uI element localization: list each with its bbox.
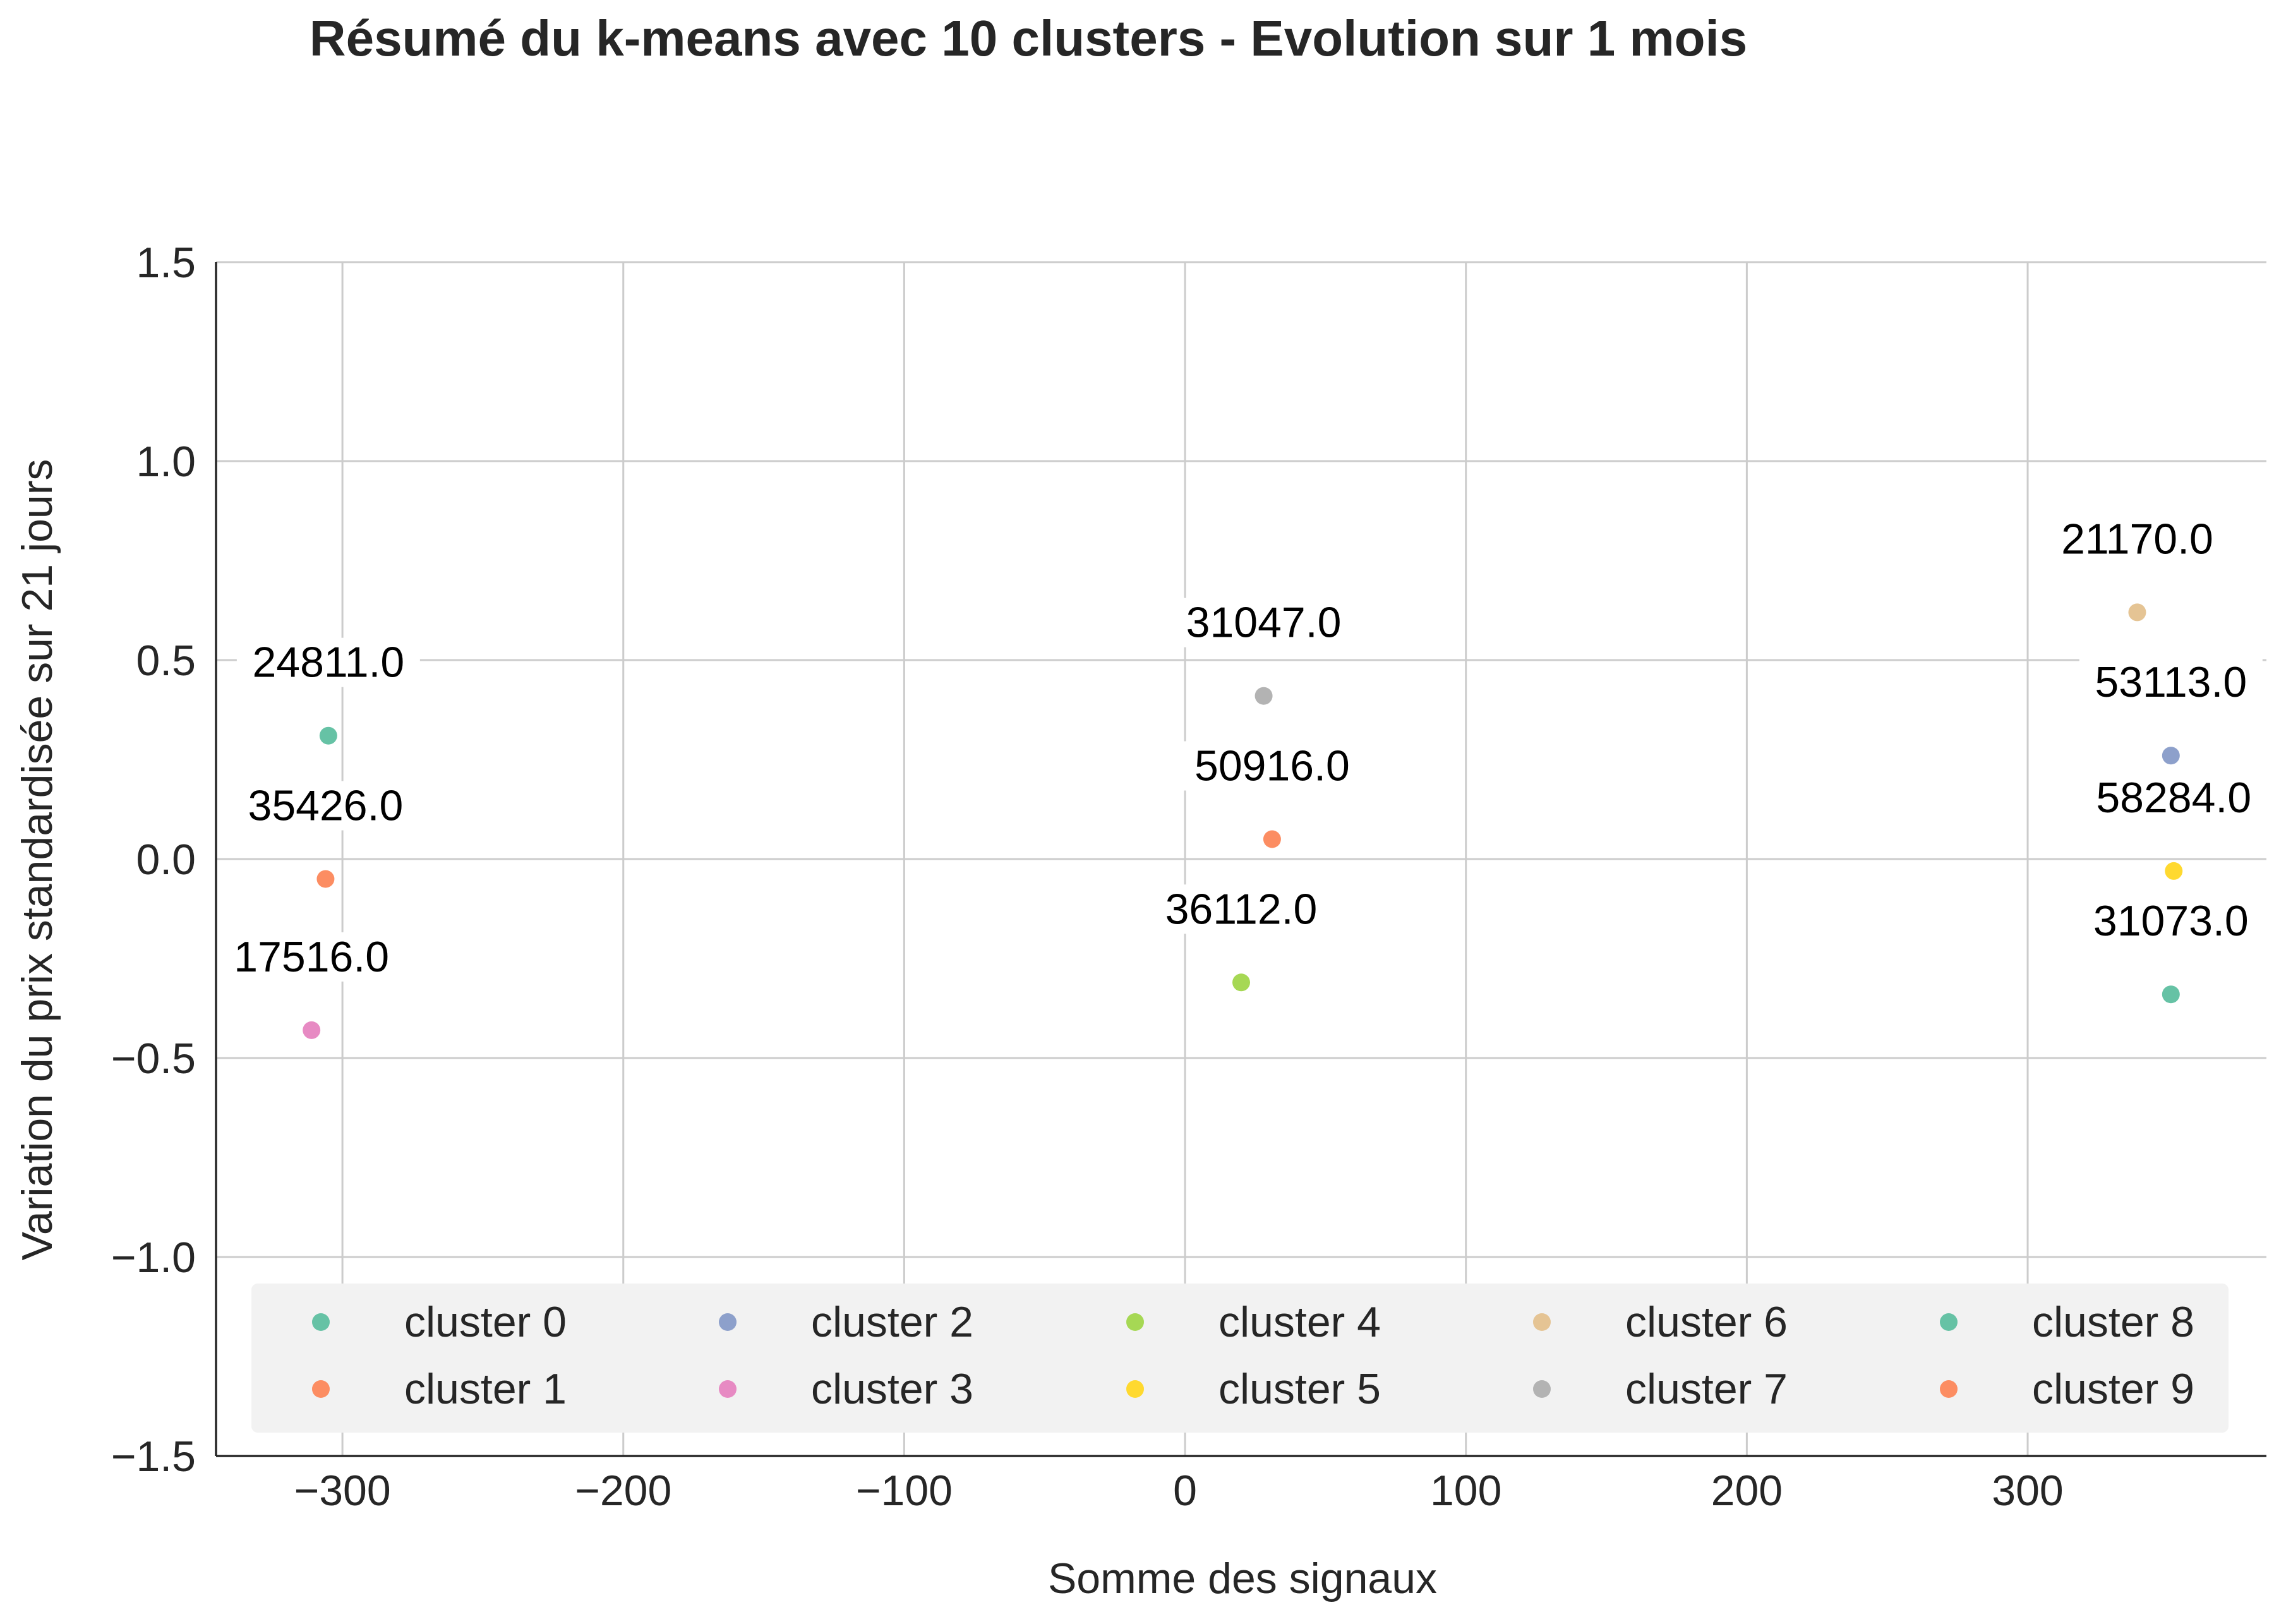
- data-points: [303, 603, 2183, 1039]
- data-label: 21170.0: [2061, 515, 2213, 563]
- legend-label: cluster 0: [404, 1298, 567, 1346]
- x-tick-label: 200: [1711, 1467, 1783, 1515]
- x-tick-labels: −300 −200 −100 0 100 200 300: [294, 1467, 2064, 1515]
- legend-label: cluster 6: [1625, 1298, 1788, 1346]
- data-label: 31047.0: [1186, 599, 1342, 647]
- data-label-background: [2082, 773, 2266, 822]
- data-labels: 24811.0 35426.0 53113.0 17516.0 36112.0 58284…: [220, 514, 2266, 982]
- data-point-cluster-5: [2165, 862, 2183, 880]
- data-label: 17516.0: [234, 933, 389, 981]
- data-label-background: [220, 932, 404, 982]
- y-tick-label: 1.0: [136, 438, 196, 486]
- legend-label: cluster 7: [1625, 1365, 1788, 1413]
- legend-label: cluster 5: [1218, 1365, 1381, 1413]
- legend-label: cluster 9: [2032, 1365, 2194, 1413]
- data-label-group: 17516.0: [220, 932, 404, 982]
- legend-marker: [1533, 1380, 1551, 1398]
- y-tick-label: −1.0: [111, 1234, 196, 1282]
- legend-marker: [1126, 1380, 1144, 1398]
- y-tick-label: 0.0: [136, 836, 196, 884]
- legend-marker: [312, 1380, 330, 1398]
- data-label-background: [1180, 741, 1364, 791]
- data-label: 36112.0: [1165, 885, 1318, 933]
- data-label-background: [236, 637, 420, 687]
- data-point-cluster-0: [319, 726, 337, 745]
- data-label-background: [1172, 598, 1356, 647]
- data-label-group: 31047.0: [1172, 598, 1356, 647]
- data-label-group: 58284.0: [2082, 773, 2266, 822]
- y-tick-label: −1.5: [111, 1433, 196, 1481]
- data-point-cluster-8: [2162, 985, 2180, 1004]
- x-tick-label: 300: [1992, 1467, 2063, 1515]
- data-label: 24811.0: [252, 639, 404, 687]
- data-label-group: 35426.0: [234, 781, 418, 831]
- data-label-background: [2079, 896, 2263, 946]
- data-label: 58284.0: [2096, 774, 2251, 822]
- y-tick-label: −0.5: [111, 1035, 196, 1083]
- data-point-cluster-2: [2162, 747, 2180, 765]
- y-tick-label: 0.5: [136, 637, 196, 685]
- legend-label: cluster 4: [1218, 1298, 1381, 1346]
- legend: cluster 0 cluster 1 cluster 2 cluster 3 clus…: [251, 1284, 2229, 1433]
- data-label-group: 50916.0: [1180, 741, 1364, 791]
- data-point-cluster-4: [1232, 973, 1250, 992]
- legend-marker: [312, 1313, 330, 1331]
- data-label: 50916.0: [1194, 742, 1350, 790]
- legend-marker: [1126, 1313, 1144, 1331]
- data-label-background: [234, 781, 418, 831]
- data-label: 31073.0: [2093, 897, 2249, 945]
- data-point-cluster-6: [2128, 603, 2146, 622]
- data-label: 53113.0: [2095, 658, 2247, 706]
- x-tick-label: −200: [575, 1467, 671, 1515]
- y-tick-label: 1.5: [136, 239, 196, 287]
- legend-label: cluster 3: [811, 1365, 973, 1413]
- legend-marker: [1940, 1380, 1958, 1398]
- data-label-background: [2079, 658, 2263, 707]
- data-point-cluster-7: [1254, 687, 1273, 705]
- legend-marker: [719, 1313, 737, 1331]
- legend-label: cluster 2: [811, 1298, 973, 1346]
- data-point-cluster-9: [1263, 830, 1281, 848]
- legend-marker: [719, 1380, 737, 1398]
- data-label: 35426.0: [248, 782, 404, 830]
- data-label-group: 31073.0: [2079, 896, 2263, 946]
- data-label-background: [1150, 884, 1333, 934]
- x-tick-label: 100: [1430, 1467, 1501, 1515]
- y-axis-label: Variation du prix standardisée sur 21 jo…: [13, 459, 61, 1261]
- legend-label: cluster 8: [2032, 1298, 2194, 1346]
- x-tick-label: −100: [856, 1467, 953, 1515]
- data-label-group: 36112.0: [1150, 884, 1333, 934]
- x-axis-label: Somme des signaux: [1048, 1555, 1437, 1603]
- y-tick-labels: 1.5 1.0 0.5 0.0 −0.5 −1.0 −1.5: [111, 239, 196, 1481]
- data-point-cluster-1: [316, 870, 335, 888]
- data-label-group: 53113.0: [2079, 658, 2263, 707]
- chart-title: Résumé du k-means avec 10 clusters - Evo…: [310, 10, 1747, 66]
- legend-background: [251, 1284, 2229, 1433]
- data-label-group: 24811.0: [236, 637, 420, 687]
- data-label-background: [2045, 514, 2229, 564]
- x-tick-label: −300: [294, 1467, 391, 1515]
- legend-label: cluster 1: [404, 1365, 567, 1413]
- axes: [215, 262, 2266, 1457]
- legend-marker: [1533, 1313, 1551, 1331]
- data-point-cluster-3: [303, 1021, 321, 1039]
- legend-marker: [1940, 1313, 1958, 1331]
- data-label-group: 21170.0: [2045, 514, 2229, 564]
- x-tick-label: 0: [1173, 1467, 1197, 1515]
